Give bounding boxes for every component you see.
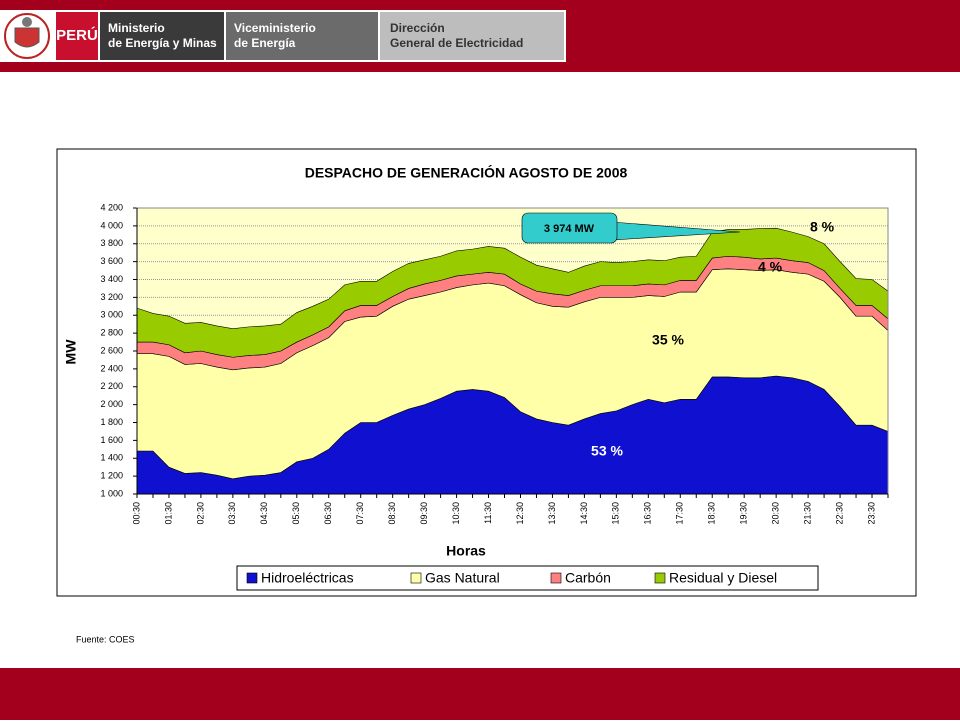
direction-box <box>380 12 564 60</box>
x-tick-label: 18:30 <box>707 502 717 525</box>
legend-label: Hidroeléctricas <box>261 570 354 586</box>
x-tick-label: 23:30 <box>866 502 876 525</box>
legend-swatch <box>654 572 666 584</box>
x-tick-label: 08:30 <box>387 502 397 525</box>
direction-line: General de Electricidad <box>390 36 523 50</box>
y-axis-label: MW <box>63 339 79 365</box>
y-tick-label: 4 200 <box>100 202 123 212</box>
legend-label: Gas Natural <box>425 570 500 586</box>
annotation: 4 % <box>758 259 783 275</box>
legend-swatch <box>246 572 258 584</box>
x-tick-label: 02:30 <box>195 502 205 525</box>
x-tick-label: 00:30 <box>131 502 141 525</box>
x-axis-label: Horas <box>446 543 486 559</box>
ministry-box <box>100 12 224 60</box>
y-tick-label: 3 200 <box>100 292 123 302</box>
x-tick-label: 14:30 <box>579 502 589 525</box>
chart-title: DESPACHO DE GENERACIÓN AGOSTO DE 2008 <box>305 164 628 181</box>
y-tick-label: 2 600 <box>100 345 123 355</box>
x-tick-label: 17:30 <box>675 502 685 525</box>
x-tick-label: 09:30 <box>419 502 429 525</box>
source: Fuente: COES <box>76 634 135 644</box>
x-tick-label: 04:30 <box>259 502 269 525</box>
x-tick-label: 06:30 <box>323 502 333 525</box>
x-tick-label: 19:30 <box>739 502 749 525</box>
x-tick-label: 03:30 <box>227 502 237 525</box>
x-tick-label: 05:30 <box>291 502 301 525</box>
country: PERÚ <box>56 26 98 44</box>
y-tick-label: 3 600 <box>100 256 123 266</box>
annotation: 3 974 MW <box>544 223 595 235</box>
areas <box>137 227 888 494</box>
x-tick-label: 22:30 <box>834 502 844 525</box>
y-tick-label: 2 200 <box>100 381 123 391</box>
legend-swatch <box>550 572 562 584</box>
legend-label: Residual y Diesel <box>669 570 777 586</box>
y-tick-label: 2 000 <box>100 399 123 409</box>
x-tick-label: 13:30 <box>547 502 557 525</box>
ministry-line: de Energía y Minas <box>108 36 217 50</box>
vice-line: de Energía <box>234 36 296 50</box>
legend-swatch <box>410 572 422 584</box>
x-tick-label: 15:30 <box>611 502 621 525</box>
vice-box <box>226 12 378 60</box>
x-tick-label: 12:30 <box>515 502 525 525</box>
y-tick-label: 3 800 <box>100 238 123 248</box>
x-tick-label: 07:30 <box>355 502 365 525</box>
x-tick-label: 11:30 <box>483 502 493 524</box>
area <box>137 227 888 358</box>
annotation: 8 % <box>810 219 835 235</box>
x-tick-label: 16:30 <box>643 502 653 525</box>
x-tick-label: 20:30 <box>771 502 781 525</box>
vice-line: Viceministerio <box>234 21 316 35</box>
annotation: 35 % <box>652 332 684 348</box>
x-tick-label: 10:30 <box>451 502 461 525</box>
y-tick-label: 2 800 <box>100 328 123 338</box>
footer-band <box>0 668 960 720</box>
callout <box>521 212 618 244</box>
direction-line: Dirección <box>390 21 445 35</box>
y-tick-label: 1 600 <box>100 435 123 445</box>
y-tick-label: 3 400 <box>100 274 123 284</box>
legend-box <box>236 565 819 591</box>
crest <box>4 13 50 59</box>
y-tick-label: 1 400 <box>100 453 123 463</box>
y-tick-label: 1 800 <box>100 417 123 427</box>
x-tick-label: 01:30 <box>163 502 173 525</box>
y-tick-label: 2 400 <box>100 363 123 373</box>
peru-box <box>56 12 98 60</box>
annotation: 53 % <box>591 443 623 459</box>
legend-label: Carbón <box>565 570 611 586</box>
y-tick-label: 1 200 <box>100 471 123 481</box>
y-tick-label: 1 000 <box>100 488 123 498</box>
ministry-line: Ministerio <box>108 21 165 35</box>
y-tick-label: 4 000 <box>100 220 123 230</box>
x-tick-label: 21:30 <box>802 502 812 525</box>
plot: 1 000 1 200 1 400 1 600 1 800 2 000 2 200 2 400… <box>100 202 889 591</box>
y-tick-label: 3 000 <box>100 310 123 320</box>
